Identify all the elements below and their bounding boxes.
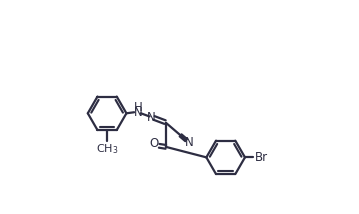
Text: H: H: [134, 101, 142, 113]
Text: CH$_3$: CH$_3$: [96, 142, 118, 156]
Text: Br: Br: [255, 151, 267, 164]
Text: N: N: [134, 106, 142, 119]
Text: N: N: [185, 136, 194, 149]
Text: N: N: [147, 111, 156, 124]
Text: O: O: [150, 137, 159, 150]
